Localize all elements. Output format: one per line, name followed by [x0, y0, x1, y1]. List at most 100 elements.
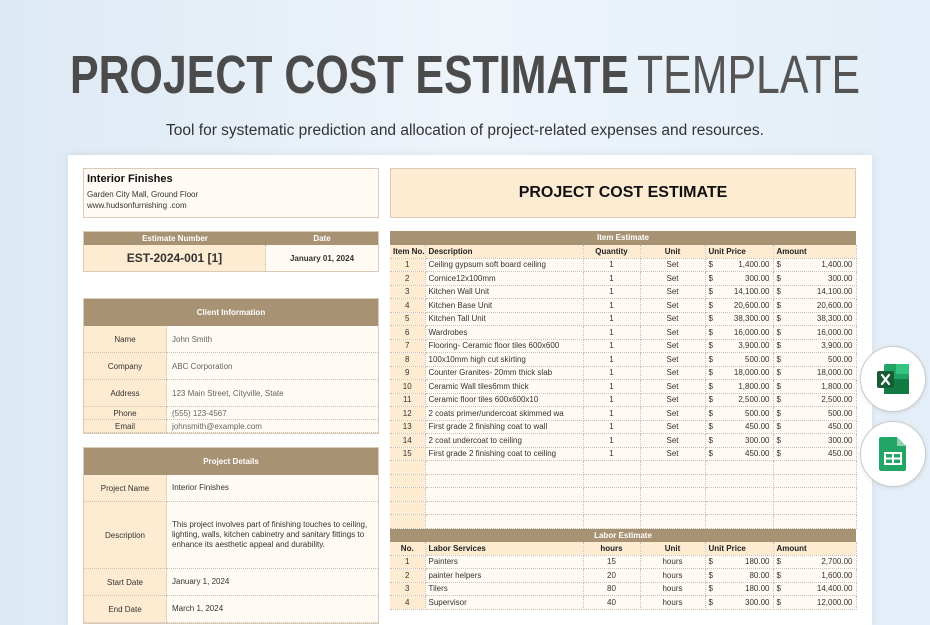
- table-cell[interactable]: 2: [390, 568, 426, 583]
- table-cell[interactable]: $14,400.00: [773, 582, 857, 596]
- empty-cell[interactable]: [425, 514, 584, 529]
- table-cell[interactable]: hours: [640, 582, 706, 596]
- table-cell[interactable]: 1: [583, 366, 641, 380]
- empty-cell[interactable]: [390, 514, 426, 529]
- google-sheets-badge[interactable]: [860, 421, 926, 487]
- table-cell[interactable]: $500.00: [773, 352, 857, 367]
- table-cell[interactable]: Flooring- Ceramic floor tiles 600x600: [425, 339, 584, 353]
- empty-cell[interactable]: [640, 474, 706, 488]
- table-cell[interactable]: 1: [583, 406, 641, 421]
- table-cell[interactable]: $20,600.00: [773, 298, 857, 313]
- empty-cell[interactable]: [773, 460, 857, 475]
- project-value[interactable]: March 1, 2024: [167, 596, 378, 623]
- empty-cell[interactable]: [390, 474, 426, 488]
- table-cell[interactable]: $2,500.00: [705, 393, 774, 407]
- table-cell[interactable]: Supervisor: [425, 595, 584, 610]
- table-cell[interactable]: 1: [583, 258, 641, 272]
- table-cell[interactable]: Set: [640, 325, 706, 340]
- table-cell[interactable]: $450.00: [773, 420, 857, 434]
- empty-cell[interactable]: [640, 501, 706, 515]
- table-cell[interactable]: 8: [390, 352, 426, 367]
- table-cell[interactable]: 40: [583, 595, 641, 610]
- table-cell[interactable]: Ceramic floor tiles 600x600x10: [425, 393, 584, 407]
- table-cell[interactable]: Set: [640, 298, 706, 313]
- table-cell[interactable]: 20: [583, 568, 641, 583]
- empty-cell[interactable]: [773, 501, 857, 515]
- table-cell[interactable]: Ceiling gypsum soft board ceiling: [425, 258, 584, 272]
- table-cell[interactable]: Ceramic Wall tiles6mm thick: [425, 379, 584, 394]
- table-cell[interactable]: Set: [640, 420, 706, 434]
- table-cell[interactable]: Set: [640, 285, 706, 299]
- table-cell[interactable]: $1,800.00: [705, 379, 774, 394]
- table-cell[interactable]: $14,100.00: [705, 285, 774, 299]
- table-cell[interactable]: 1: [390, 555, 426, 569]
- empty-cell[interactable]: [640, 460, 706, 475]
- table-cell[interactable]: $2,500.00: [773, 393, 857, 407]
- table-cell[interactable]: $450.00: [705, 420, 774, 434]
- client-value[interactable]: (555) 123-4567: [167, 407, 378, 420]
- table-cell[interactable]: Set: [640, 312, 706, 326]
- table-cell[interactable]: 1: [583, 352, 641, 367]
- table-cell[interactable]: $3,900.00: [705, 339, 774, 353]
- table-cell[interactable]: 1: [583, 447, 641, 461]
- table-cell[interactable]: 1: [583, 339, 641, 353]
- empty-cell[interactable]: [583, 514, 641, 529]
- empty-cell[interactable]: [583, 460, 641, 475]
- table-cell[interactable]: $38,300.00: [705, 312, 774, 326]
- table-cell[interactable]: Set: [640, 271, 706, 286]
- table-cell[interactable]: 11: [390, 393, 426, 407]
- table-cell[interactable]: Set: [640, 447, 706, 461]
- table-cell[interactable]: 7: [390, 339, 426, 353]
- table-cell[interactable]: $450.00: [773, 447, 857, 461]
- table-cell[interactable]: Kitchen Base Unit: [425, 298, 584, 313]
- table-cell[interactable]: Set: [640, 339, 706, 353]
- table-cell[interactable]: $1,400.00: [773, 258, 857, 272]
- table-cell[interactable]: $500.00: [705, 406, 774, 421]
- table-cell[interactable]: 3: [390, 582, 426, 596]
- table-cell[interactable]: 10: [390, 379, 426, 394]
- project-value[interactable]: January 1, 2024: [167, 569, 378, 596]
- table-cell[interactable]: hours: [640, 595, 706, 610]
- empty-cell[interactable]: [583, 474, 641, 488]
- empty-cell[interactable]: [705, 487, 774, 502]
- table-cell[interactable]: $12,000.00: [773, 595, 857, 610]
- table-cell[interactable]: 2 coats primer/undercoat skimmed wa: [425, 406, 584, 421]
- table-cell[interactable]: $1,400.00: [705, 258, 774, 272]
- table-cell[interactable]: 80: [583, 582, 641, 596]
- table-cell[interactable]: 1: [583, 379, 641, 394]
- table-cell[interactable]: Wardrobes: [425, 325, 584, 340]
- table-cell[interactable]: 1: [583, 433, 641, 448]
- table-cell[interactable]: 14: [390, 433, 426, 448]
- table-cell[interactable]: $300.00: [773, 271, 857, 286]
- table-cell[interactable]: 5: [390, 312, 426, 326]
- table-cell[interactable]: 1: [583, 325, 641, 340]
- table-cell[interactable]: $500.00: [705, 352, 774, 367]
- empty-cell[interactable]: [425, 487, 584, 502]
- table-cell[interactable]: 1: [390, 258, 426, 272]
- client-value[interactable]: 123 Main Street, Cityville, State: [167, 380, 378, 407]
- client-value[interactable]: John Smith: [167, 326, 378, 353]
- table-cell[interactable]: $300.00: [705, 433, 774, 448]
- empty-cell[interactable]: [640, 487, 706, 502]
- empty-cell[interactable]: [640, 514, 706, 529]
- project-value[interactable]: Interior Finishes: [167, 475, 378, 502]
- table-cell[interactable]: 1: [583, 420, 641, 434]
- empty-cell[interactable]: [425, 501, 584, 515]
- table-cell[interactable]: $3,900.00: [773, 339, 857, 353]
- empty-cell[interactable]: [583, 487, 641, 502]
- table-cell[interactable]: 1: [583, 298, 641, 313]
- table-cell[interactable]: $14,100.00: [773, 285, 857, 299]
- table-cell[interactable]: 3: [390, 285, 426, 299]
- table-cell[interactable]: $38,300.00: [773, 312, 857, 326]
- table-cell[interactable]: $300.00: [705, 271, 774, 286]
- table-cell[interactable]: 15: [583, 555, 641, 569]
- empty-cell[interactable]: [390, 460, 426, 475]
- table-cell[interactable]: Painters: [425, 555, 584, 569]
- table-cell[interactable]: $2,700.00: [773, 555, 857, 569]
- table-cell[interactable]: $16,000.00: [773, 325, 857, 340]
- empty-cell[interactable]: [705, 474, 774, 488]
- empty-cell[interactable]: [425, 474, 584, 488]
- table-cell[interactable]: $300.00: [705, 595, 774, 610]
- empty-cell[interactable]: [705, 501, 774, 515]
- table-cell[interactable]: Set: [640, 379, 706, 394]
